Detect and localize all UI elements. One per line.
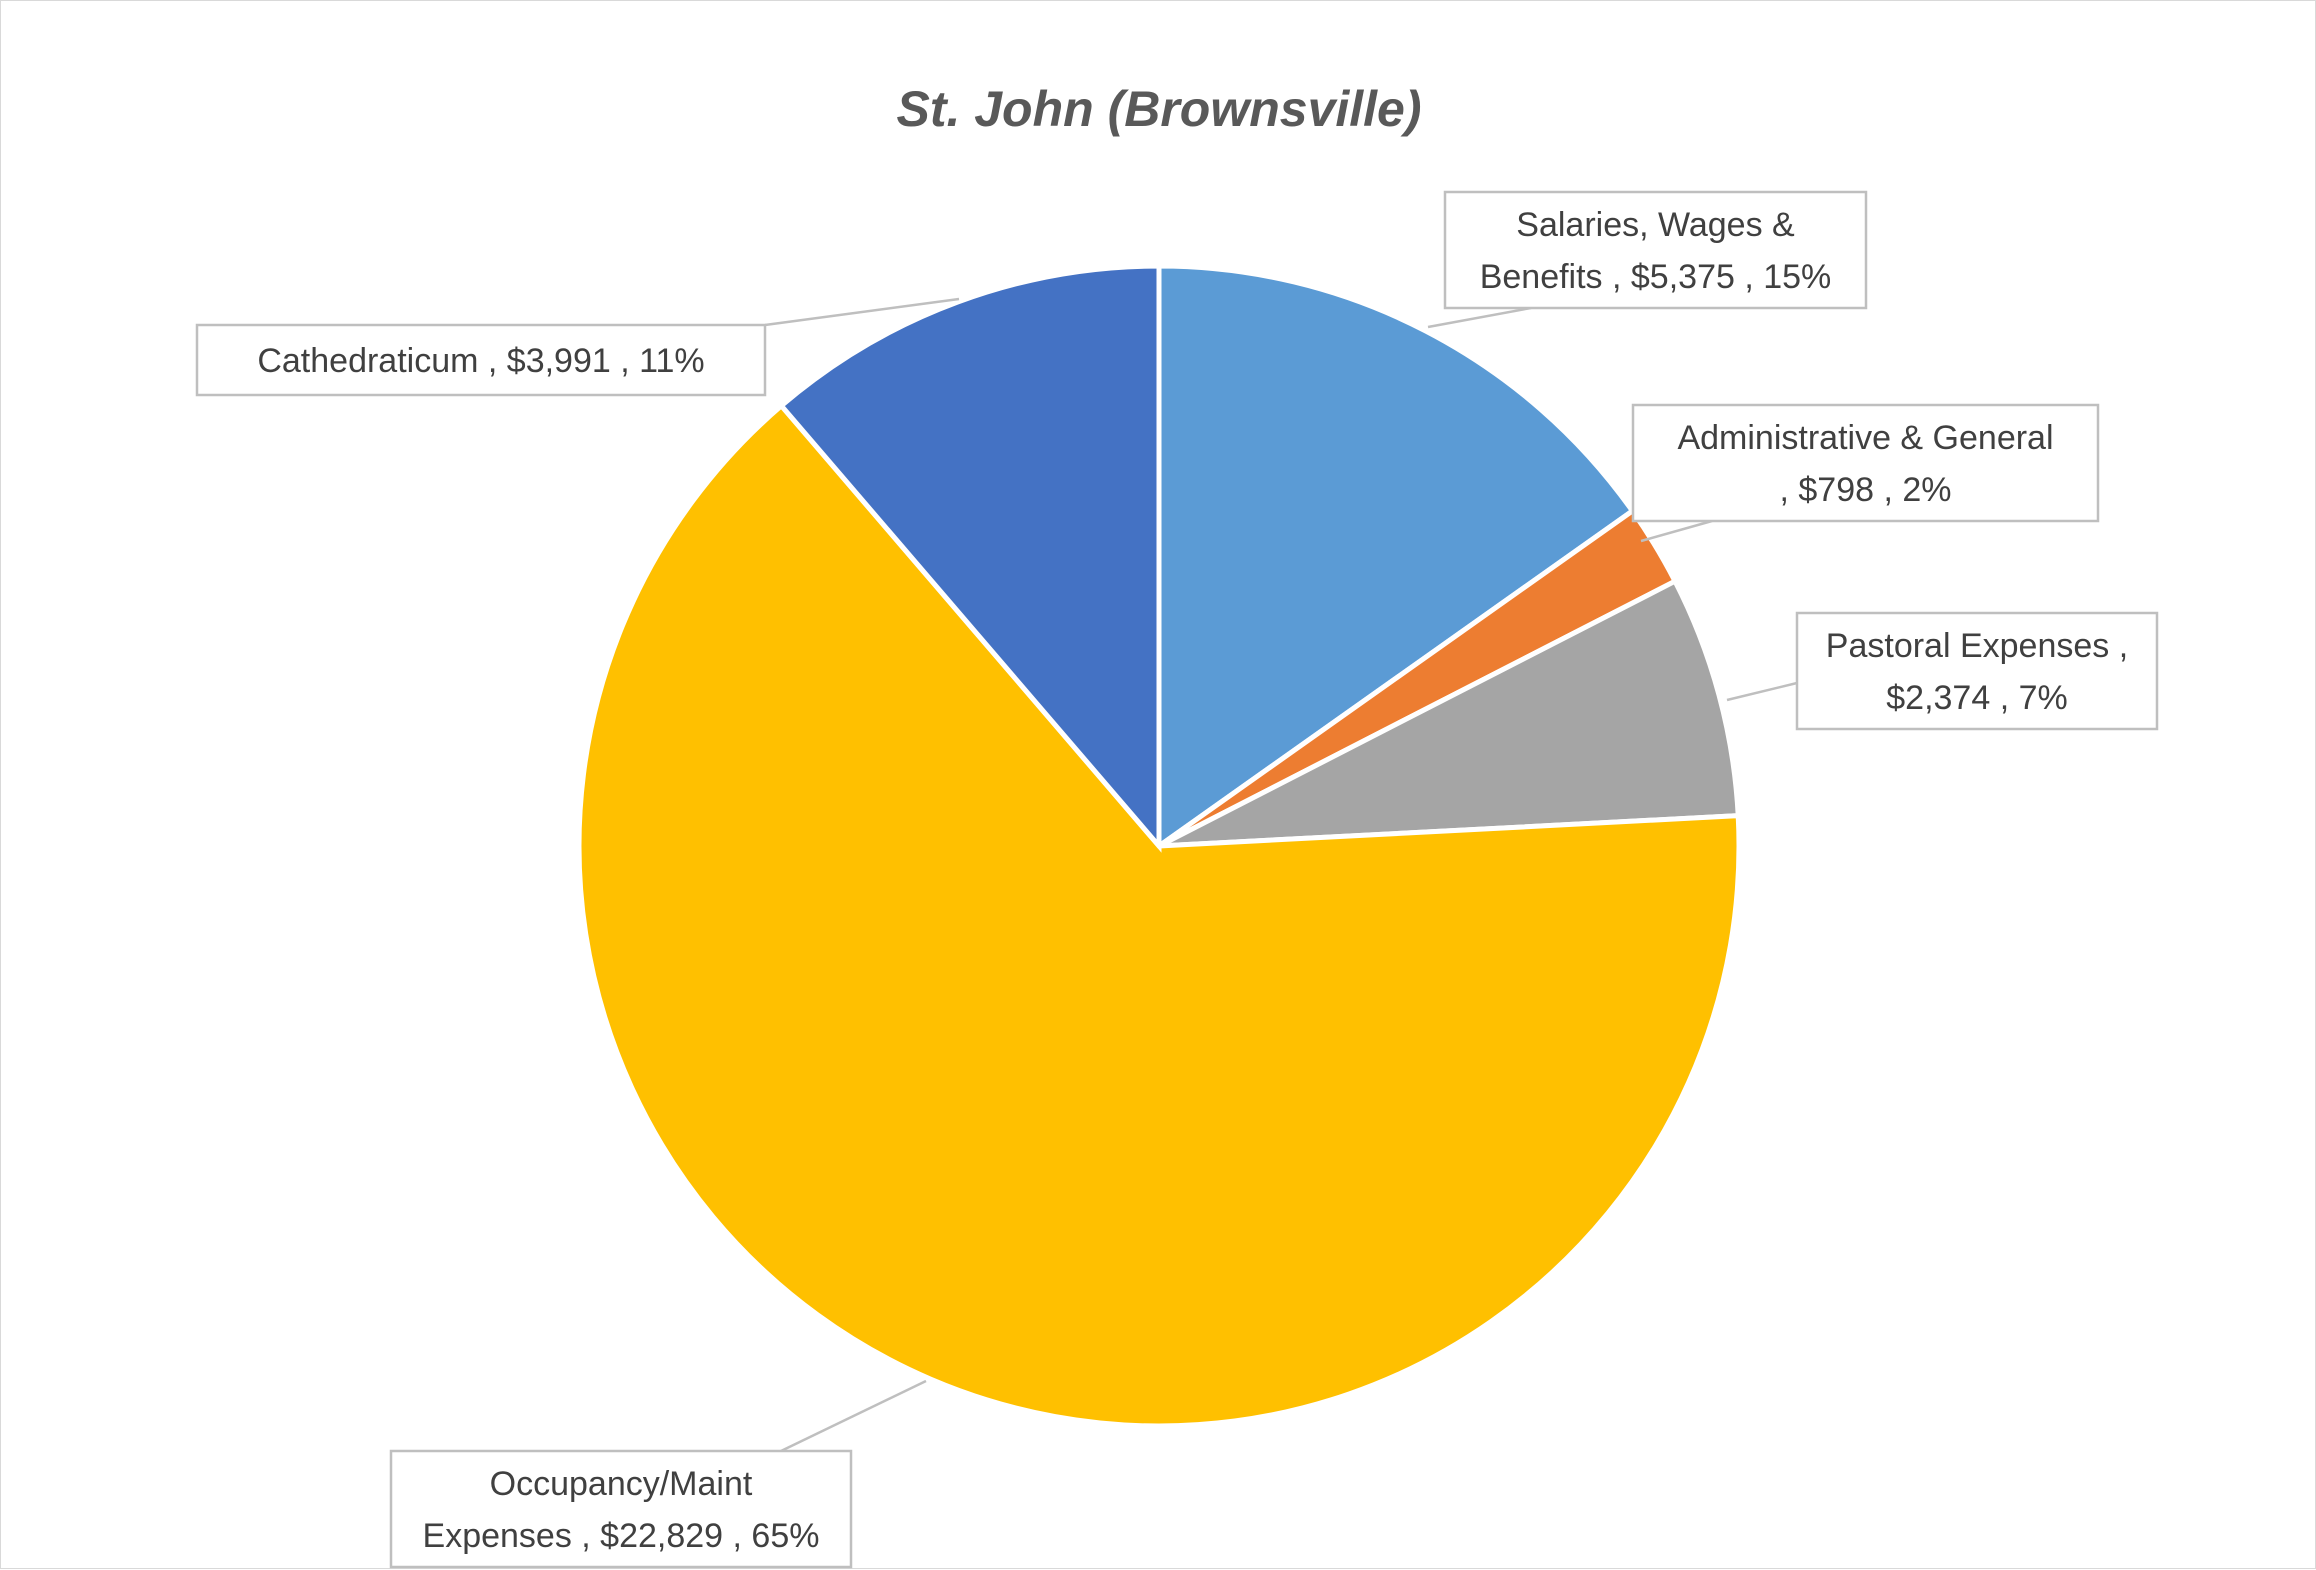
data-label-callout: Cathedraticum , $3,991 , 11%	[195, 297, 960, 397]
data-label-text: $2,374 , 7%	[1886, 679, 2067, 717]
data-label-callout: Administrative & General , $798 , 2%	[1631, 403, 2100, 543]
callout-leader-line	[1726, 681, 1798, 702]
callout-box	[389, 1449, 853, 1569]
pie-slice	[777, 263, 1162, 853]
data-label-text: Pastoral Expenses ,	[1826, 627, 2128, 665]
callout-leader-line	[1427, 306, 1532, 329]
pie-slice	[1156, 263, 1636, 851]
callout-box	[1631, 403, 2100, 523]
callout-leader-line	[780, 1379, 927, 1453]
data-label-text: Benefits , $5,375 , 15%	[1480, 258, 1832, 296]
data-label-text: Administrative & General	[1677, 419, 2053, 457]
data-labels: Salaries, Wages & Benefits , $5,375 , 15%…	[195, 190, 2159, 1569]
pie-slice	[1157, 577, 1741, 849]
data-label-callout: Salaries, Wages & Benefits , $5,375 , 15%	[1427, 190, 1868, 329]
data-label-text: Cathedraticum , $3,991 , 11%	[257, 342, 704, 380]
callout-box	[1795, 611, 2159, 731]
callout-leader-line	[764, 297, 960, 327]
data-label-text: Salaries, Wages &	[1516, 206, 1795, 244]
callout-leader-line	[1640, 519, 1713, 543]
pie-slices	[576, 263, 1742, 1429]
data-label-text: , $798 , 2%	[1779, 471, 1951, 509]
chart-title: St. John (Brownsville)	[896, 81, 1421, 137]
data-label-text: Occupancy/Maint	[490, 1465, 753, 1503]
pie-slice	[576, 402, 1742, 1429]
callout-box	[195, 323, 767, 397]
callout-box	[1443, 190, 1868, 310]
data-label-text: Expenses , $22,829 , 65%	[423, 1517, 820, 1555]
data-label-callout: Pastoral Expenses , $2,374 , 7%	[1726, 611, 2159, 731]
data-label-callout: Occupancy/Maint Expenses , $22,829 , 65%	[389, 1379, 927, 1569]
